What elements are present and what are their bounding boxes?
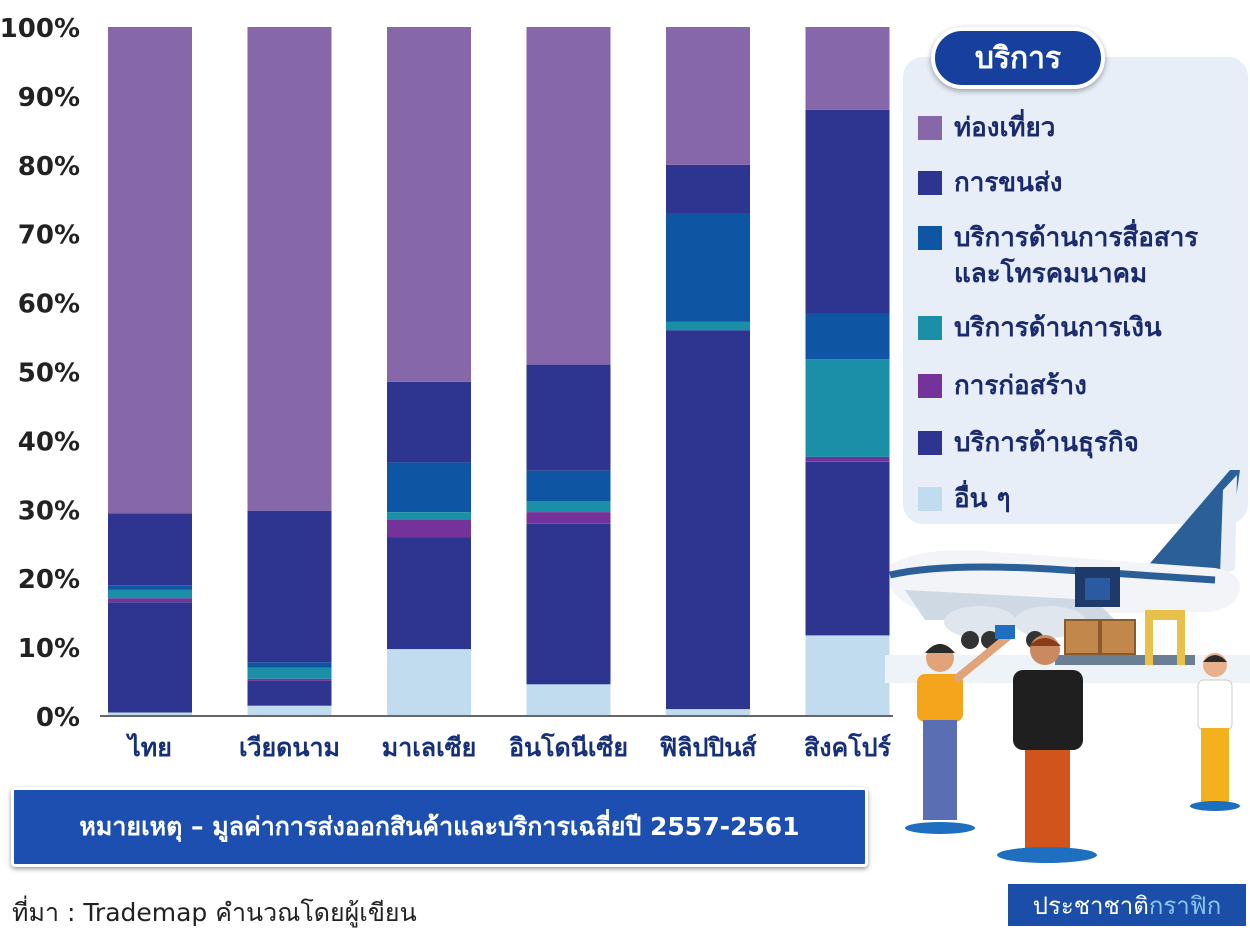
bar-segment-3-2 — [526, 512, 611, 524]
x-tick-label: ไทย — [125, 732, 172, 762]
legend-item: ท่องเที่ยว — [918, 110, 1250, 146]
y-tick-label: 0% — [36, 703, 80, 733]
bar-segment-0-0 — [108, 712, 192, 716]
bar-segment-2-5 — [387, 381, 471, 463]
legend-swatch — [918, 116, 942, 140]
bar-segment-0-4 — [108, 585, 192, 590]
legend-swatch — [918, 226, 942, 250]
legend-label: การขนส่ง — [954, 168, 1063, 198]
y-tick-label: 40% — [18, 427, 80, 457]
source-text: ที่มา : Trademap คำนวณโดยผู้เขียน — [12, 898, 417, 927]
bar-segment-3-6 — [526, 27, 611, 365]
legend-item: บริการด้านธุรกิจ — [918, 425, 1250, 461]
bar-segment-0-2 — [108, 598, 192, 603]
legend-label: การก่อสร้าง — [954, 371, 1087, 401]
legend-swatch — [918, 171, 942, 195]
bar-segment-5-4 — [805, 312, 890, 360]
bar-segment-2-6 — [387, 27, 471, 382]
bar-segment-1-6 — [247, 27, 332, 511]
brand-badge: ประชาชาติ กราฟิก — [1008, 884, 1246, 926]
bar-segment-5-2 — [805, 456, 890, 462]
bar-segment-2-1 — [387, 537, 471, 650]
bar-segment-5-5 — [805, 109, 890, 313]
bar-segment-4-4 — [666, 213, 750, 322]
legend-item: การก่อสร้าง — [918, 368, 1250, 404]
bar-segment-5-6 — [805, 27, 890, 110]
brand-part1: ประชาชาติ — [1032, 891, 1149, 920]
legend-label: อื่น ๆ — [954, 484, 1011, 514]
y-tick-label: 80% — [18, 152, 80, 182]
x-tick-label: เวียดนาม — [239, 733, 340, 762]
legend-swatch — [918, 374, 942, 398]
y-tick-label: 30% — [18, 496, 80, 526]
bar-segment-4-6 — [666, 27, 750, 165]
bar-segment-4-3 — [666, 321, 750, 331]
bar-segment-1-4 — [247, 662, 332, 668]
x-tick-label: ฟิลิปปินส์ — [659, 733, 757, 762]
bar-segment-1-0 — [247, 705, 332, 716]
legend-label: บริการด้านธุรกิจ — [954, 428, 1139, 458]
legend-label: ท่องเที่ยว — [954, 113, 1056, 143]
bar-segment-4-1 — [666, 330, 750, 710]
bar-segment-4-0 — [666, 709, 750, 716]
bar-segment-0-6 — [108, 27, 192, 514]
bar-segment-2-2 — [387, 519, 471, 538]
bar-segment-3-1 — [526, 523, 611, 685]
x-tick-label: มาเลเซีย — [382, 733, 477, 762]
note-box: หมายเหตุ – มูลค่าการส่งออกสินค้าและบริกา… — [11, 787, 868, 867]
brand-part2: กราฟิก — [1148, 891, 1222, 920]
bar-segment-1-3 — [247, 667, 332, 679]
y-tick-label: 100% — [0, 14, 80, 44]
bar-segment-5-3 — [805, 359, 890, 457]
bar-segment-2-4 — [387, 462, 471, 512]
bar-segment-5-0 — [805, 635, 890, 716]
bar-segment-3-4 — [526, 470, 611, 501]
y-tick-label: 90% — [18, 83, 80, 113]
bar-segment-1-2 — [247, 678, 332, 681]
x-tick-label: สิงคโปร์ — [804, 732, 891, 762]
bar-segment-3-5 — [526, 364, 611, 471]
bar-segment-0-1 — [108, 602, 192, 713]
legend-swatch — [918, 487, 942, 511]
x-tick-label: อินโดนีเซีย — [509, 732, 628, 762]
airport-cargo-illustration — [885, 470, 1250, 863]
bar-segment-3-0 — [526, 684, 611, 716]
legend-title: บริการ — [931, 27, 1105, 89]
legend-swatch — [918, 431, 942, 455]
bar-segment-2-0 — [387, 649, 471, 716]
legend-item: การขนส่ง — [918, 165, 1250, 201]
bar-segment-1-5 — [247, 510, 332, 663]
bar-segment-0-5 — [108, 513, 192, 586]
bar-segment-0-3 — [108, 589, 192, 599]
legend-item: บริการด้านการเงิน — [918, 310, 1250, 346]
y-tick-label: 20% — [18, 565, 80, 595]
y-tick-label: 50% — [18, 359, 80, 389]
y-tick-label: 10% — [18, 634, 80, 664]
y-tick-label: 70% — [18, 221, 80, 251]
bar-segment-2-3 — [387, 512, 471, 520]
legend-item: อื่น ๆ — [918, 481, 1250, 517]
legend-item: บริการด้านการสื่อสาร และโทรคมนาคม — [918, 220, 1250, 292]
bar-segment-4-5 — [666, 164, 750, 213]
legend-swatch — [918, 316, 942, 340]
y-tick-label: 60% — [18, 290, 80, 320]
bar-segment-1-1 — [247, 680, 332, 706]
legend-panel — [903, 57, 1248, 524]
legend-label: บริการด้านการเงิน — [954, 313, 1162, 343]
bar-segment-3-3 — [526, 501, 611, 512]
legend-label: บริการด้านการสื่อสาร และโทรคมนาคม — [954, 223, 1199, 289]
bar-segment-5-1 — [805, 461, 890, 636]
